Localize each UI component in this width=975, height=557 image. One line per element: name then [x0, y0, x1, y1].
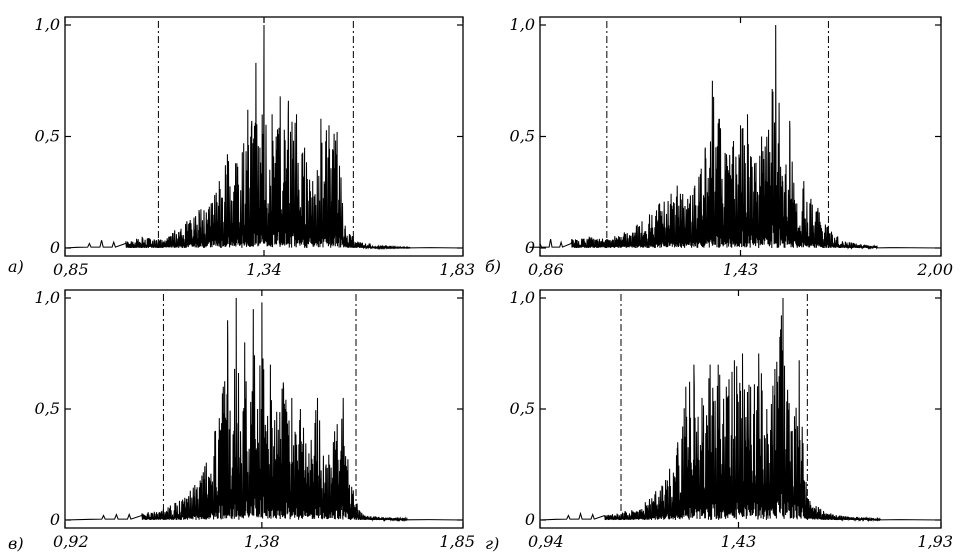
x-tick-label: 0,86: [528, 260, 564, 279]
x-tick-label: 1,93: [917, 532, 953, 551]
spectrum-line: [539, 297, 942, 522]
y-tick-label: 1,0: [510, 15, 535, 34]
y-tick-label: 0,5: [510, 399, 535, 418]
y-tick-label: 0,5: [510, 127, 535, 146]
panel-label: а): [8, 257, 24, 276]
x-tick-label: 1,43: [721, 532, 757, 551]
panel-label: г): [485, 534, 499, 553]
y-tick-label: 1,0: [35, 288, 60, 307]
x-tick-label: 1,38: [244, 532, 280, 551]
x-tick-label: 1,83: [439, 260, 475, 279]
panel-label: в): [8, 534, 24, 553]
chart-panel-1: 0 0,5 1,0 0,85 1,34 1,83 а): [8, 15, 475, 279]
spectrum-line: [64, 297, 464, 522]
panel-label: б): [485, 257, 501, 276]
chart-panel-2: 00,51,00,86 1,43 2,00б): [485, 15, 953, 279]
x-tick-label: 0,94: [528, 532, 564, 551]
spectrum-line: [64, 24, 464, 251]
x-tick-label: 2,00: [916, 260, 953, 279]
y-tick-label: 1,0: [510, 288, 535, 307]
y-tick-label: 0,5: [35, 127, 60, 146]
y-tick-label: 0,5: [35, 399, 60, 418]
y-tick-label: 0: [50, 510, 60, 529]
x-tick-label: 1,43: [723, 260, 759, 279]
x-tick-label: 1,85: [439, 532, 475, 551]
y-tick-label: 1,0: [35, 15, 60, 34]
y-tick-label: 0: [525, 510, 535, 529]
chart-panel-4: 0 0,5 1,0 0,94 1,43 1,93 г): [485, 288, 953, 553]
chart-panel-3: 0 0,5 1,0 0,92 1,38 1,85 в): [8, 288, 475, 553]
spectrum-line: [529, 24, 942, 250]
x-tick-label: 0,85: [53, 260, 89, 279]
y-tick-label: 0: [50, 238, 60, 257]
x-tick-label: 0,92: [53, 532, 89, 551]
x-tick-label: 1,34: [246, 260, 282, 279]
